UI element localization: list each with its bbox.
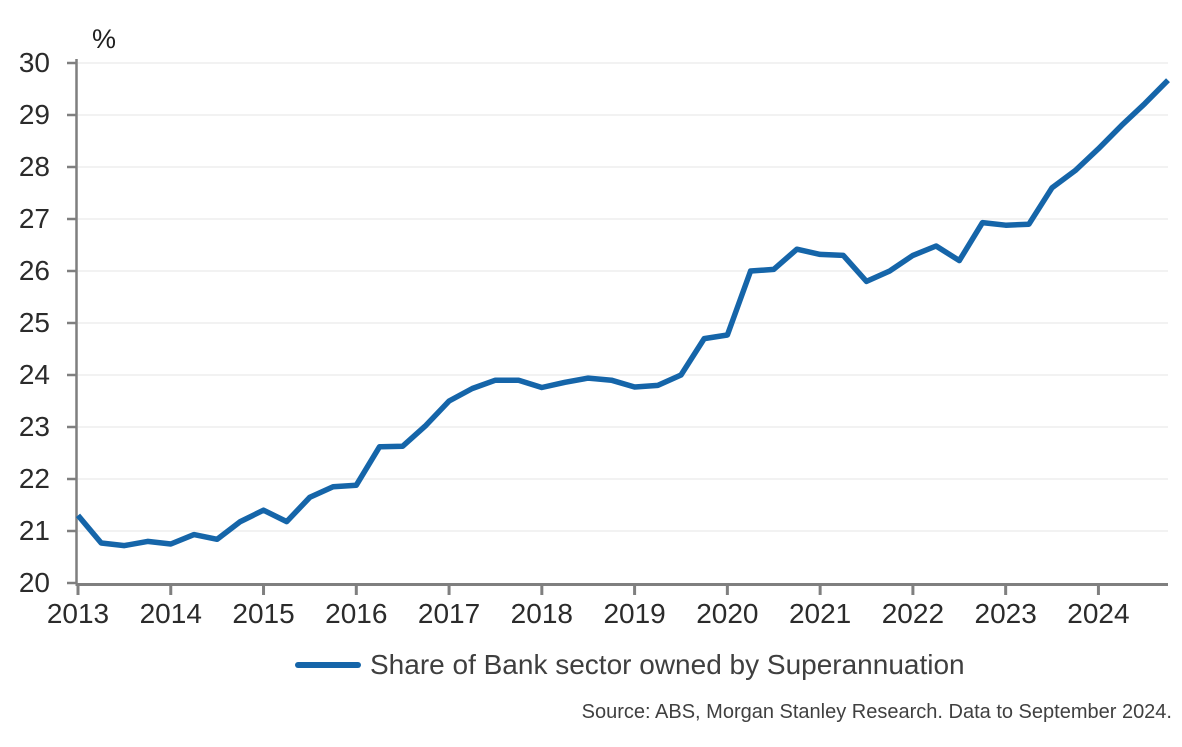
x-axis-tick-label: 2014 (139, 598, 202, 629)
x-axis-tick-label: 2024 (1067, 598, 1130, 629)
x-axis-tick-label: 2022 (881, 598, 945, 629)
source-note: Source: ABS, Morgan Stanley Research. Da… (581, 701, 1172, 723)
x-axis-tick-label: 2021 (788, 598, 852, 629)
y-axis-tick-label: 27 (18, 203, 50, 234)
data-line-share-of-bank-sector (75, 78, 1170, 549)
legend-label: Share of Bank sector owned by Superannua… (370, 649, 965, 680)
x-axis-tick-label: 2013 (46, 598, 110, 629)
y-axis-tick-label: 20 (18, 567, 50, 598)
y-axis-tick-label: 29 (18, 99, 50, 130)
x-axis-tick-label: 2016 (325, 598, 388, 629)
y-axis-tick-label: 30 (18, 47, 50, 78)
y-axis-tick-label: 24 (18, 359, 50, 390)
y-axis-tick-label: 23 (18, 411, 50, 442)
y-axis-tick-label: 25 (18, 307, 50, 338)
x-axis-tick-label: 2015 (232, 598, 295, 629)
legend-line-swatch (295, 662, 361, 668)
x-axis-tick-label: 2018 (510, 598, 573, 629)
y-axis-tick-label: 22 (18, 463, 50, 494)
x-axis-tick-label: 2019 (603, 598, 666, 629)
y-axis-tick-label: 21 (18, 515, 50, 546)
x-axis-tick-label: 2020 (696, 598, 759, 629)
y-axis-tick-label: 26 (18, 255, 50, 286)
x-axis-tick-label: 2023 (974, 598, 1037, 629)
x-axis-tick-label: 2017 (417, 598, 481, 629)
legend: Share of Bank sector owned by Superannua… (295, 648, 965, 682)
y-axis-tick-label: 28 (18, 151, 50, 182)
y-axis-unit-label: % (92, 24, 117, 54)
